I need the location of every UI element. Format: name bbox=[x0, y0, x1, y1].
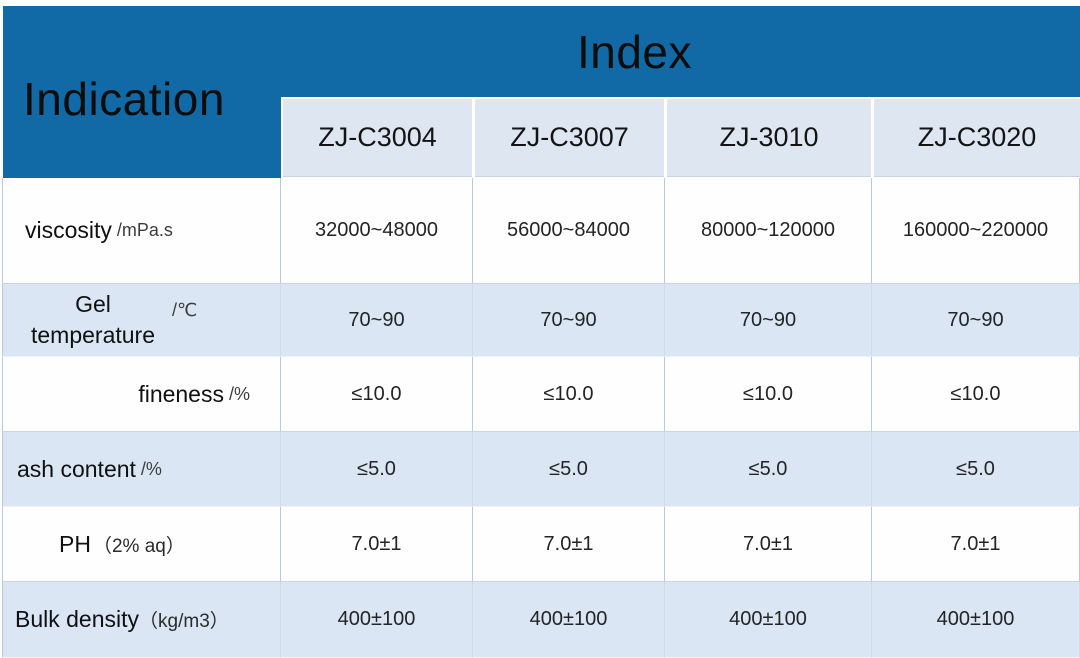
value-cell: 70~90 bbox=[473, 284, 665, 357]
value-cell: 7.0±1 bbox=[872, 507, 1080, 582]
value-cell: 70~90 bbox=[872, 284, 1080, 357]
value-cell: ≤5.0 bbox=[872, 432, 1080, 507]
product-header: ZJ-3010 bbox=[667, 99, 871, 177]
product-header-row: ZJ-C3004 ZJ-C3007 ZJ-3010 ZJ-C3020 bbox=[281, 97, 1080, 178]
product-header: ZJ-C3020 bbox=[874, 99, 1080, 177]
value-cell: 400±100 bbox=[473, 582, 665, 658]
row-label: ash content bbox=[17, 455, 136, 482]
value-cell: 7.0±1 bbox=[281, 507, 473, 582]
value-cell: 160000~220000 bbox=[872, 178, 1080, 284]
product-header: ZJ-C3007 bbox=[475, 99, 664, 177]
value-cell: 56000~84000 bbox=[473, 178, 665, 284]
value-cell: 7.0±1 bbox=[473, 507, 665, 582]
row-label-cell: viscosity /mPa.s bbox=[2, 178, 281, 284]
row-label-cell: Gel temperature /℃ bbox=[2, 284, 281, 357]
row-unit: （kg/m3） bbox=[139, 611, 229, 632]
row-label: Gel temperature bbox=[30, 290, 155, 348]
value-cell: 400±100 bbox=[872, 582, 1080, 658]
row-unit: /mPa.s bbox=[116, 220, 173, 240]
row-label-cell: ash content /% bbox=[2, 432, 281, 507]
row-unit: （2% aq） bbox=[92, 535, 185, 557]
row-unit: /℃ bbox=[172, 299, 198, 320]
row-unit: /% bbox=[140, 458, 162, 479]
value-cell: 400±100 bbox=[665, 582, 872, 658]
value-cell: 80000~120000 bbox=[665, 178, 872, 284]
value-cell: ≤10.0 bbox=[473, 357, 665, 432]
row-label: PH bbox=[59, 530, 91, 557]
value-cell: 70~90 bbox=[665, 284, 872, 357]
indication-label: Indication bbox=[23, 73, 225, 125]
row-label: viscosity bbox=[25, 217, 112, 243]
row-label: Bulk density bbox=[15, 606, 140, 632]
value-cell: 400±100 bbox=[281, 582, 473, 658]
value-cell: 7.0±1 bbox=[665, 507, 872, 582]
index-label: Index bbox=[576, 25, 693, 78]
product-header: ZJ-C3004 bbox=[283, 99, 472, 177]
value-cell: ≤10.0 bbox=[665, 357, 872, 432]
value-cell: ≤5.0 bbox=[473, 432, 665, 507]
column-header-cell: Index bbox=[281, 6, 1080, 97]
row-label-cell: Bulk density （kg/m3） bbox=[2, 582, 281, 658]
value-cell: 32000~48000 bbox=[281, 178, 473, 284]
table-row-gel-temperature: Gel temperature /℃ 70~90 70~90 70~90 70~… bbox=[2, 284, 1080, 357]
table-body: viscosity /mPa.s 32000~48000 56000~84000… bbox=[2, 178, 1080, 658]
table-row-fineness: fineness /% ≤10.0 ≤10.0 ≤10.0 ≤10.0 bbox=[2, 357, 1080, 432]
value-cell: ≤5.0 bbox=[665, 432, 872, 507]
row-header-cell: Indication bbox=[3, 6, 281, 178]
row-unit: /% bbox=[228, 383, 250, 404]
value-cell: ≤5.0 bbox=[281, 432, 473, 507]
table-row-viscosity: viscosity /mPa.s 32000~48000 56000~84000… bbox=[2, 178, 1080, 284]
table-row-bulk-density: Bulk density （kg/m3） 400±100 400±100 400… bbox=[2, 582, 1080, 658]
table-row-ash-content: ash content /% ≤5.0 ≤5.0 ≤5.0 ≤5.0 bbox=[2, 432, 1080, 507]
value-cell: 70~90 bbox=[281, 284, 473, 357]
row-label-cell: PH （2% aq） bbox=[2, 507, 281, 582]
table-row-ph: PH （2% aq） 7.0±1 7.0±1 7.0±1 7.0±1 bbox=[2, 507, 1080, 582]
row-label-cell: fineness /% bbox=[2, 357, 281, 432]
value-cell: ≤10.0 bbox=[872, 357, 1080, 432]
row-label: fineness bbox=[138, 380, 224, 407]
value-cell: ≤10.0 bbox=[281, 357, 473, 432]
